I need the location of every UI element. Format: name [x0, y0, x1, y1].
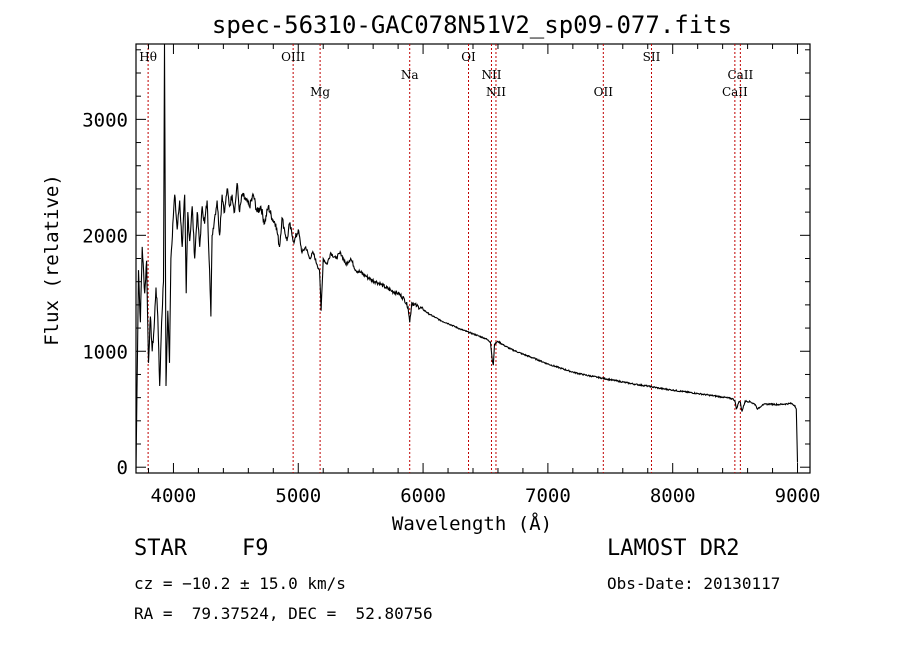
x-tick-label: 4000: [151, 485, 197, 507]
y-axis-label: Flux (relative): [41, 174, 63, 346]
x-axis: 4000 5000 6000 7000 8000 9000: [147, 44, 821, 507]
x-tick-label: 5000: [275, 485, 321, 507]
x-tick-label: 6000: [400, 485, 446, 507]
y-tick-label: 1000: [82, 341, 128, 363]
y-tick-label: 0: [117, 457, 128, 479]
spectral-line-markers: Hθ OIII Mg Na OI NII NII OII SII CaII CaII: [139, 44, 754, 473]
chart-title: spec-56310-GAC078N51V2_sp09-077.fits: [212, 11, 732, 39]
plot-border: [135, 43, 811, 474]
line-marker-label: OII: [594, 85, 614, 99]
spectral-subclass: F9: [242, 536, 269, 561]
y-axis: 0 1000 2000 3000: [82, 49, 810, 479]
plot-frame: [135, 43, 811, 474]
line-marker-label: SII: [643, 50, 661, 64]
line-marker-label: CaII: [722, 85, 748, 99]
line-marker-label: Na: [401, 68, 419, 82]
line-marker-label: OIII: [281, 50, 305, 64]
x-tick-label: 8000: [650, 485, 696, 507]
line-marker-label: NII: [481, 68, 501, 82]
x-tick-label: 9000: [775, 485, 821, 507]
obs-date: Obs-Date: 20130117: [607, 574, 781, 593]
y-tick-label: 3000: [82, 109, 128, 131]
spectrum-line: [135, 43, 799, 470]
line-marker-label: NII: [486, 85, 506, 99]
line-marker-label: CaII: [727, 68, 753, 82]
line-marker-label: Hθ: [139, 50, 157, 64]
spectrum-series: [135, 43, 799, 470]
line-marker-label: OI: [461, 50, 476, 64]
object-class: STAR: [134, 536, 187, 561]
redshift-readout: cz = −10.2 ± 15.0 km/s: [134, 574, 346, 593]
survey-name: LAMOST DR2: [607, 536, 740, 561]
y-tick-label: 2000: [82, 225, 128, 247]
line-marker-label: Mg: [310, 85, 330, 99]
x-axis-label: Wavelength (Å): [392, 512, 552, 535]
x-tick-label: 7000: [525, 485, 571, 507]
coordinates: RA = 79.37524, DEC = 52.80756: [134, 604, 433, 623]
